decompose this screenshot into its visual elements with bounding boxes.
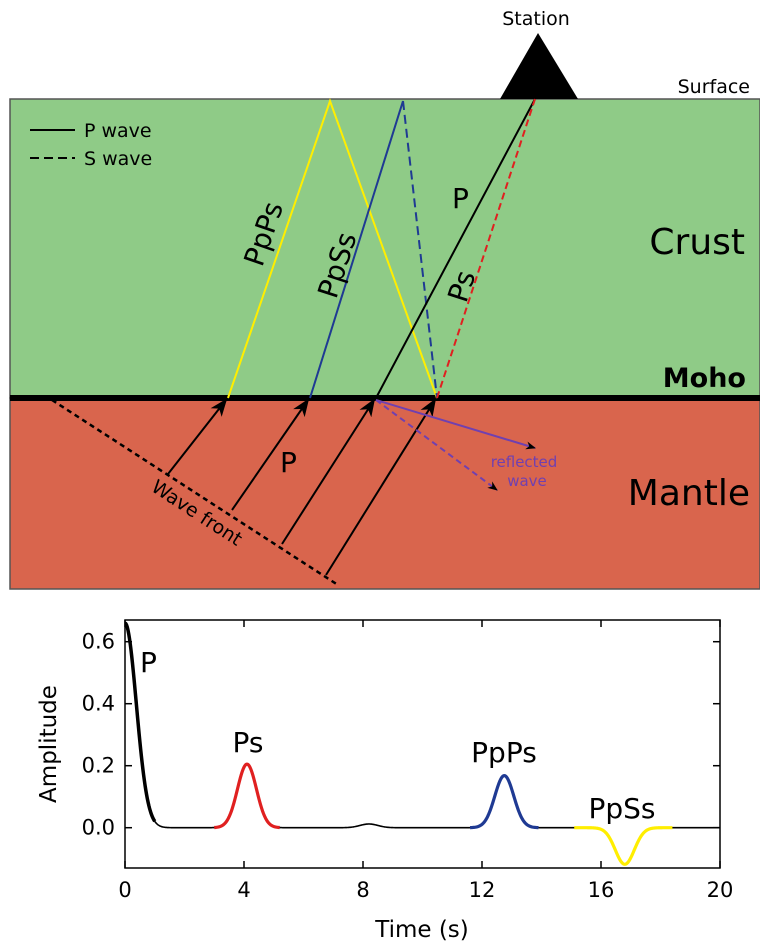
- receiver-function-chart: 0 4 8 12 16 20 0.0 0.2 0.4 0.6 P Ps PpPs PpSs Time (…: [36, 619, 734, 943]
- chart-ticks: 0 4 8 12 16 20 0.0 0.2 0.4 0.6: [82, 620, 734, 902]
- cross-section-diagram: Station Surface P wave S wave Crust Moho…: [9, 8, 760, 590]
- plot-frame: [124, 619, 721, 869]
- incoming-p-ray-1: [167, 398, 228, 475]
- ppss-ray-down: [402, 100, 438, 399]
- ps-ray: [436, 98, 536, 399]
- reflected-wave-solid: [375, 399, 536, 450]
- phase-label: Ps: [233, 726, 264, 759]
- phase-label: P: [140, 646, 157, 679]
- trace-ppps: [470, 773, 539, 830]
- reflected-wave-dashed: [375, 399, 498, 491]
- legend-p-wave-label: P wave: [84, 120, 152, 142]
- wave-front-line: [51, 398, 339, 587]
- incoming-p-ray-2: [231, 398, 310, 511]
- p-mantle-ray-label: P: [280, 446, 297, 479]
- y-tick-label: 0.4: [82, 692, 115, 716]
- y-tick-label: 0.2: [82, 754, 115, 778]
- trace-ppss: [574, 826, 673, 866]
- surface-label: Surface: [678, 76, 750, 98]
- trace-ps: [214, 762, 280, 830]
- x-tick-label: 20: [707, 878, 734, 902]
- crust-label: Crust: [649, 222, 745, 263]
- y-tick-label: 0.0: [82, 816, 115, 840]
- x-tick-label: 8: [356, 878, 369, 902]
- y-axis-label: Amplitude: [36, 685, 62, 803]
- phase-label: PpSs: [588, 792, 655, 825]
- reflected-label-line1: reflected: [491, 453, 558, 471]
- phase-label: PpPs: [471, 736, 537, 769]
- station-label: Station: [502, 8, 570, 30]
- chart-traces: [125, 621, 720, 866]
- trace-p: [125, 621, 157, 823]
- x-axis-label: Time (s): [374, 917, 469, 943]
- p-ray: [375, 98, 536, 399]
- trace-base: [125, 622, 720, 866]
- mantle-layer: [9, 397, 760, 590]
- y-tick-label: 0.6: [82, 630, 115, 654]
- station-icon: [500, 33, 578, 99]
- crust-layer: [9, 98, 760, 399]
- x-tick-label: 4: [237, 878, 250, 902]
- x-tick-label: 0: [118, 878, 131, 902]
- reflected-label-line2: wave: [507, 472, 547, 490]
- chart-phase-labels: P Ps PpPs PpSs: [140, 646, 656, 825]
- x-tick-label: 16: [588, 878, 615, 902]
- p-crust-ray-label: P: [452, 182, 469, 215]
- incoming-p-ray-3: [281, 398, 376, 545]
- x-tick-label: 12: [469, 878, 496, 902]
- legend-s-wave-label: S wave: [84, 148, 152, 170]
- ppss-ray-up: [309, 100, 404, 399]
- mantle-label: Mantle: [628, 473, 750, 514]
- ppps-ray: [227, 97, 438, 399]
- moho-label: Moho: [663, 363, 746, 394]
